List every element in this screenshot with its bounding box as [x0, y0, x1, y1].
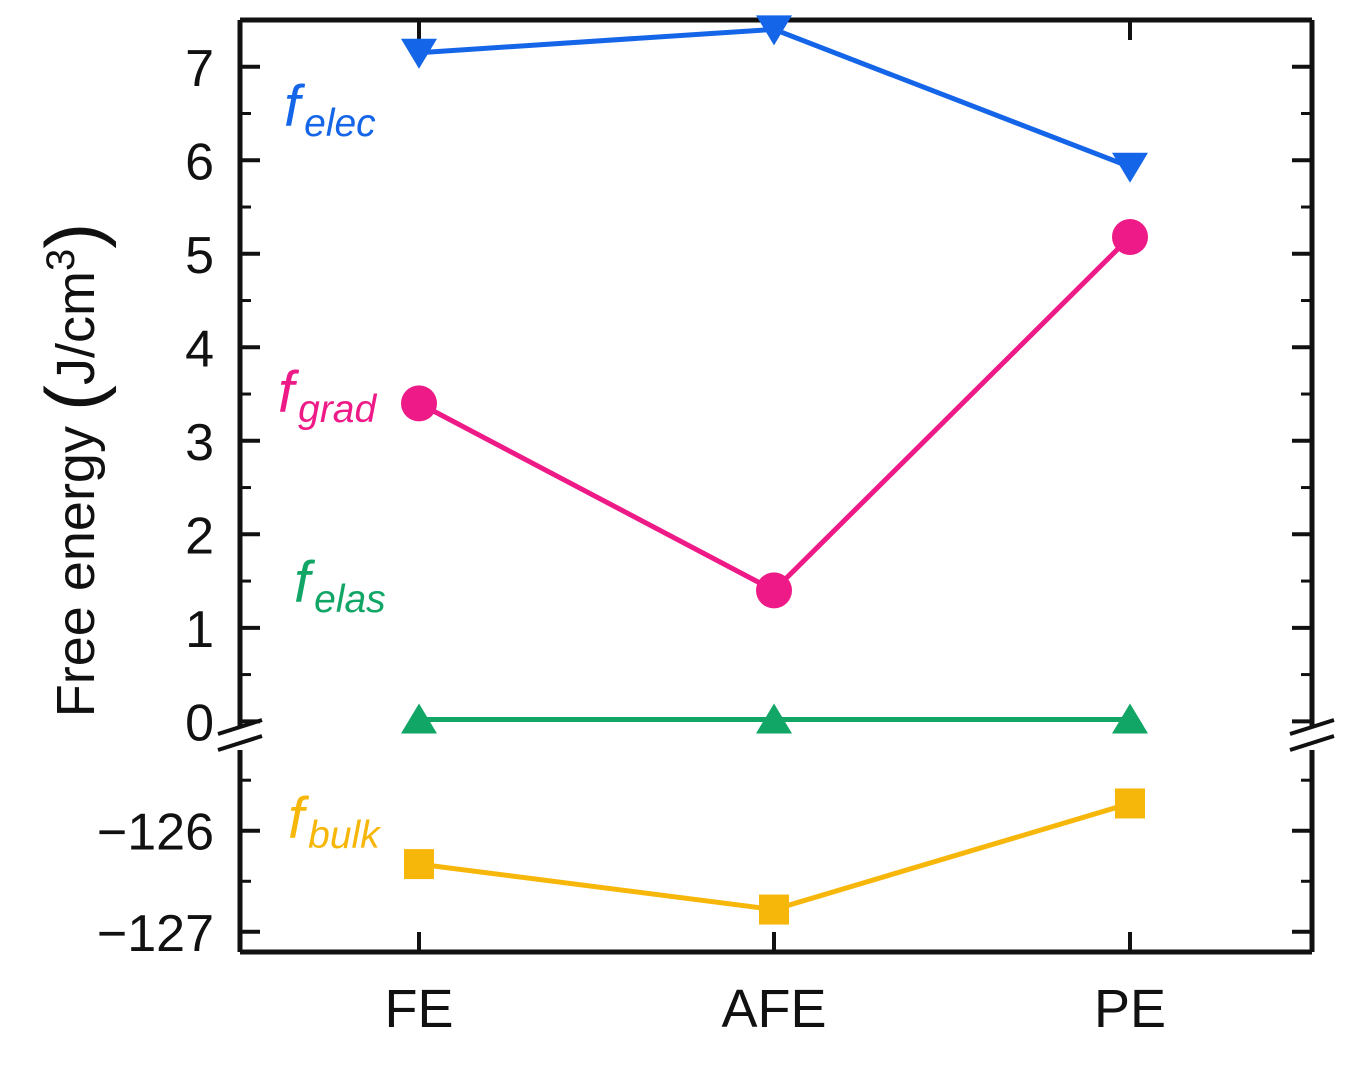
series-label-grad: f grad [278, 360, 377, 431]
series-label-elas: f elas [294, 550, 386, 621]
data-point-elec [401, 38, 437, 69]
series-line-elec [418, 26, 1131, 170]
ytick-label: 6 [185, 133, 214, 191]
series-line-grad [417, 235, 1132, 593]
ytick-label: 5 [185, 227, 214, 285]
series-line-bulk [418, 801, 1131, 913]
series-layer [401, 15, 1148, 925]
xtick-label: PE [1094, 979, 1166, 1039]
ytick-label: 0 [185, 694, 214, 752]
ytick-label: −127 [97, 905, 214, 963]
axis-break-mark-left-2 [217, 734, 263, 752]
data-point-elec [1112, 152, 1148, 183]
series-label-bulk: f bulk [288, 786, 382, 857]
data-point-elas [401, 703, 437, 734]
data-point-elas [1112, 703, 1148, 734]
ytick-label: 3 [185, 414, 214, 472]
series-elas [401, 703, 1148, 734]
y-axis-title: Free energy (J/cm3) [29, 223, 117, 717]
series-elec [401, 15, 1148, 183]
xtick-label: AFE [721, 979, 826, 1039]
axis-break-mark-right-1 [1289, 718, 1335, 736]
data-point-elec [756, 15, 792, 46]
data-point-bulk [759, 894, 789, 925]
ytick-label: 2 [185, 507, 214, 565]
data-point-grad [756, 572, 792, 609]
ytick-label: 7 [185, 40, 214, 98]
series-label-elec: f elec [284, 74, 376, 145]
data-point-elas [756, 703, 792, 734]
xtick-label: FE [384, 979, 453, 1039]
data-point-grad [1112, 218, 1148, 255]
axis-break-mark-right-2 [1289, 734, 1335, 752]
ytick-label: −126 [97, 804, 214, 862]
data-point-grad [401, 385, 437, 422]
labels-layer: Free energy (J/cm3) f elec f grad f elas f bulk [29, 74, 386, 857]
data-point-bulk [404, 849, 434, 880]
axes-layer: 0 1 2 3 4 5 6 7 −126 −127 FE AFE PE [97, 17, 1335, 1039]
series-bulk [404, 788, 1145, 925]
series-grad [401, 218, 1148, 609]
data-point-bulk [1115, 788, 1145, 819]
ytick-label: 1 [185, 601, 214, 659]
ytick-label: 4 [185, 320, 214, 378]
